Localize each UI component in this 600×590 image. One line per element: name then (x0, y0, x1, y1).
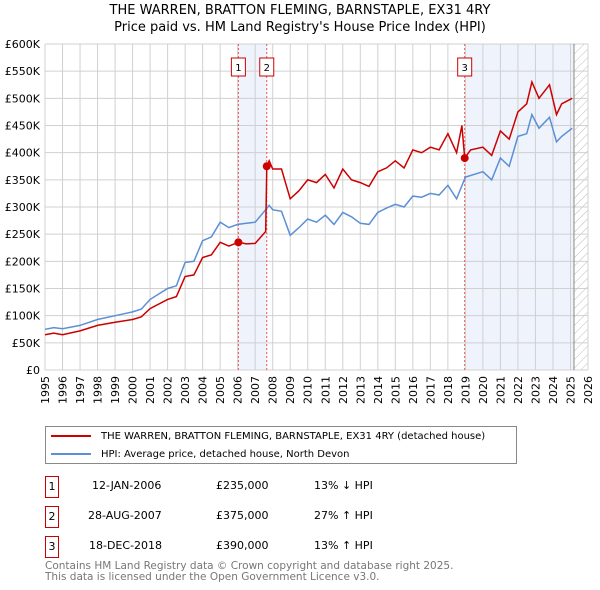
marker-label: 3 (461, 63, 467, 74)
footer: Contains HM Land Registry data © Crown c… (45, 561, 453, 583)
x-tick-label: 2026 (582, 376, 595, 404)
x-tick-label: 2025 (564, 376, 577, 404)
x-tick-label: 2012 (337, 376, 350, 404)
x-tick-label: 2008 (267, 376, 280, 404)
x-tick-label: 2022 (512, 376, 525, 404)
sale-date: 28-AUG-2007 (88, 509, 162, 522)
y-tick-label: £350K (5, 174, 41, 187)
footer-copyright: Contains HM Land Registry data © Crown c… (45, 560, 454, 572)
series-line (44, 112, 573, 331)
x-tick-label: 2017 (424, 376, 437, 404)
x-tick-label: 2010 (302, 376, 315, 404)
x-tick-label: 1996 (57, 376, 70, 404)
legend-item-hpi: HPI: Average price, detached house, Nort… (51, 446, 350, 462)
sale-price: £235,000 (216, 479, 269, 492)
x-tick-label: 2007 (249, 376, 262, 404)
marker-label: 1 (235, 63, 241, 74)
legend-swatch-red (51, 435, 91, 437)
y-tick-label: £550K (5, 65, 41, 78)
x-tick-label: 2016 (407, 376, 420, 404)
y-tick-label: £600K (5, 38, 41, 51)
x-tick-label: 2018 (442, 376, 455, 404)
y-tick-label: £300K (5, 201, 41, 214)
x-tick-label: 2019 (459, 376, 472, 404)
x-tick-label: 1995 (39, 376, 52, 404)
table-row: 1 12-JAN-2006 £235,000 13% ↓ HPI (45, 476, 545, 498)
y-tick-label: £0 (26, 364, 40, 377)
price-chart: 1995 1996 1997 1998 1999 2000 2001 2002 2003 2004… (5, 38, 595, 404)
x-tick-label: 2006 (232, 376, 245, 404)
legend: THE WARREN, BRATTON FLEMING, BARNSTAPLE,… (45, 426, 517, 464)
x-tick-label: 2014 (372, 376, 385, 404)
x-tick-label: 2020 (477, 376, 490, 404)
y-tick-label: £50K (12, 337, 41, 350)
x-tick-label: 2002 (162, 376, 175, 404)
hpi-diff: 27% ↑ HPI (314, 509, 373, 522)
x-tick-label: 1997 (74, 376, 87, 404)
x-tick-label: 1999 (109, 376, 122, 404)
sale-price: £375,000 (216, 509, 269, 522)
chart-title: THE WARREN, BRATTON FLEMING, BARNSTAPLE,… (109, 3, 491, 18)
sale-price: £390,000 (216, 539, 269, 552)
x-tick-label: 1998 (92, 376, 105, 404)
y-tick-label: £500K (5, 92, 41, 105)
x-tick-label: 2005 (214, 376, 227, 404)
marker-label: 2 (264, 63, 270, 74)
y-tick-label: £400K (5, 147, 41, 160)
x-tick-label: 2001 (144, 376, 157, 404)
table-row: 2 28-AUG-2007 £375,000 27% ↑ HPI (45, 506, 545, 528)
legend-item-property: THE WARREN, BRATTON FLEMING, BARNSTAPLE,… (51, 428, 485, 444)
table-row: 3 18-DEC-2018 £390,000 13% ↑ HPI (45, 536, 545, 558)
legend-swatch-blue (51, 453, 91, 455)
x-tick-label: 2011 (319, 376, 332, 404)
x-tick-label: 2000 (127, 376, 140, 404)
x-tick-label: 2015 (389, 376, 402, 404)
x-tick-label: 2009 (284, 376, 297, 404)
y-tick-label: £200K (5, 255, 41, 268)
y-tick-label: £450K (5, 120, 41, 133)
sale-date: 18-DEC-2018 (89, 539, 163, 552)
transaction-marker (234, 238, 243, 247)
x-tick-label: 2021 (494, 376, 507, 404)
y-tick-label: £150K (5, 283, 41, 296)
x-tick-label: 2024 (547, 376, 560, 404)
x-tick-label: 2013 (354, 376, 367, 404)
marker-badge: 3 (45, 536, 59, 558)
footer-licence: This data is licensed under the Open Gov… (45, 571, 380, 583)
series-line (44, 79, 573, 336)
x-tick-label: 2003 (179, 376, 192, 404)
sale-date: 12-JAN-2006 (92, 479, 162, 492)
marker-badge: 1 (45, 476, 59, 498)
x-tick-label: 2004 (197, 376, 210, 404)
marker-badge: 2 (45, 506, 59, 528)
hpi-diff: 13% ↑ HPI (314, 539, 373, 552)
transaction-marker (262, 162, 271, 171)
x-tick-label: 2023 (529, 376, 542, 404)
marker-label-box (457, 57, 473, 77)
y-tick-label: £250K (5, 228, 41, 241)
marker-label-box (230, 57, 246, 77)
hpi-diff: 13% ↓ HPI (314, 479, 373, 492)
legend-label: HPI: Average price, detached house, Nort… (101, 448, 350, 460)
transaction-marker (460, 154, 469, 163)
marker-label-box (259, 57, 275, 77)
chart-subtitle: Price paid vs. HM Land Registry's House … (114, 20, 486, 35)
legend-label: THE WARREN, BRATTON FLEMING, BARNSTAPLE,… (101, 430, 486, 442)
y-tick-label: £100K (5, 310, 41, 323)
